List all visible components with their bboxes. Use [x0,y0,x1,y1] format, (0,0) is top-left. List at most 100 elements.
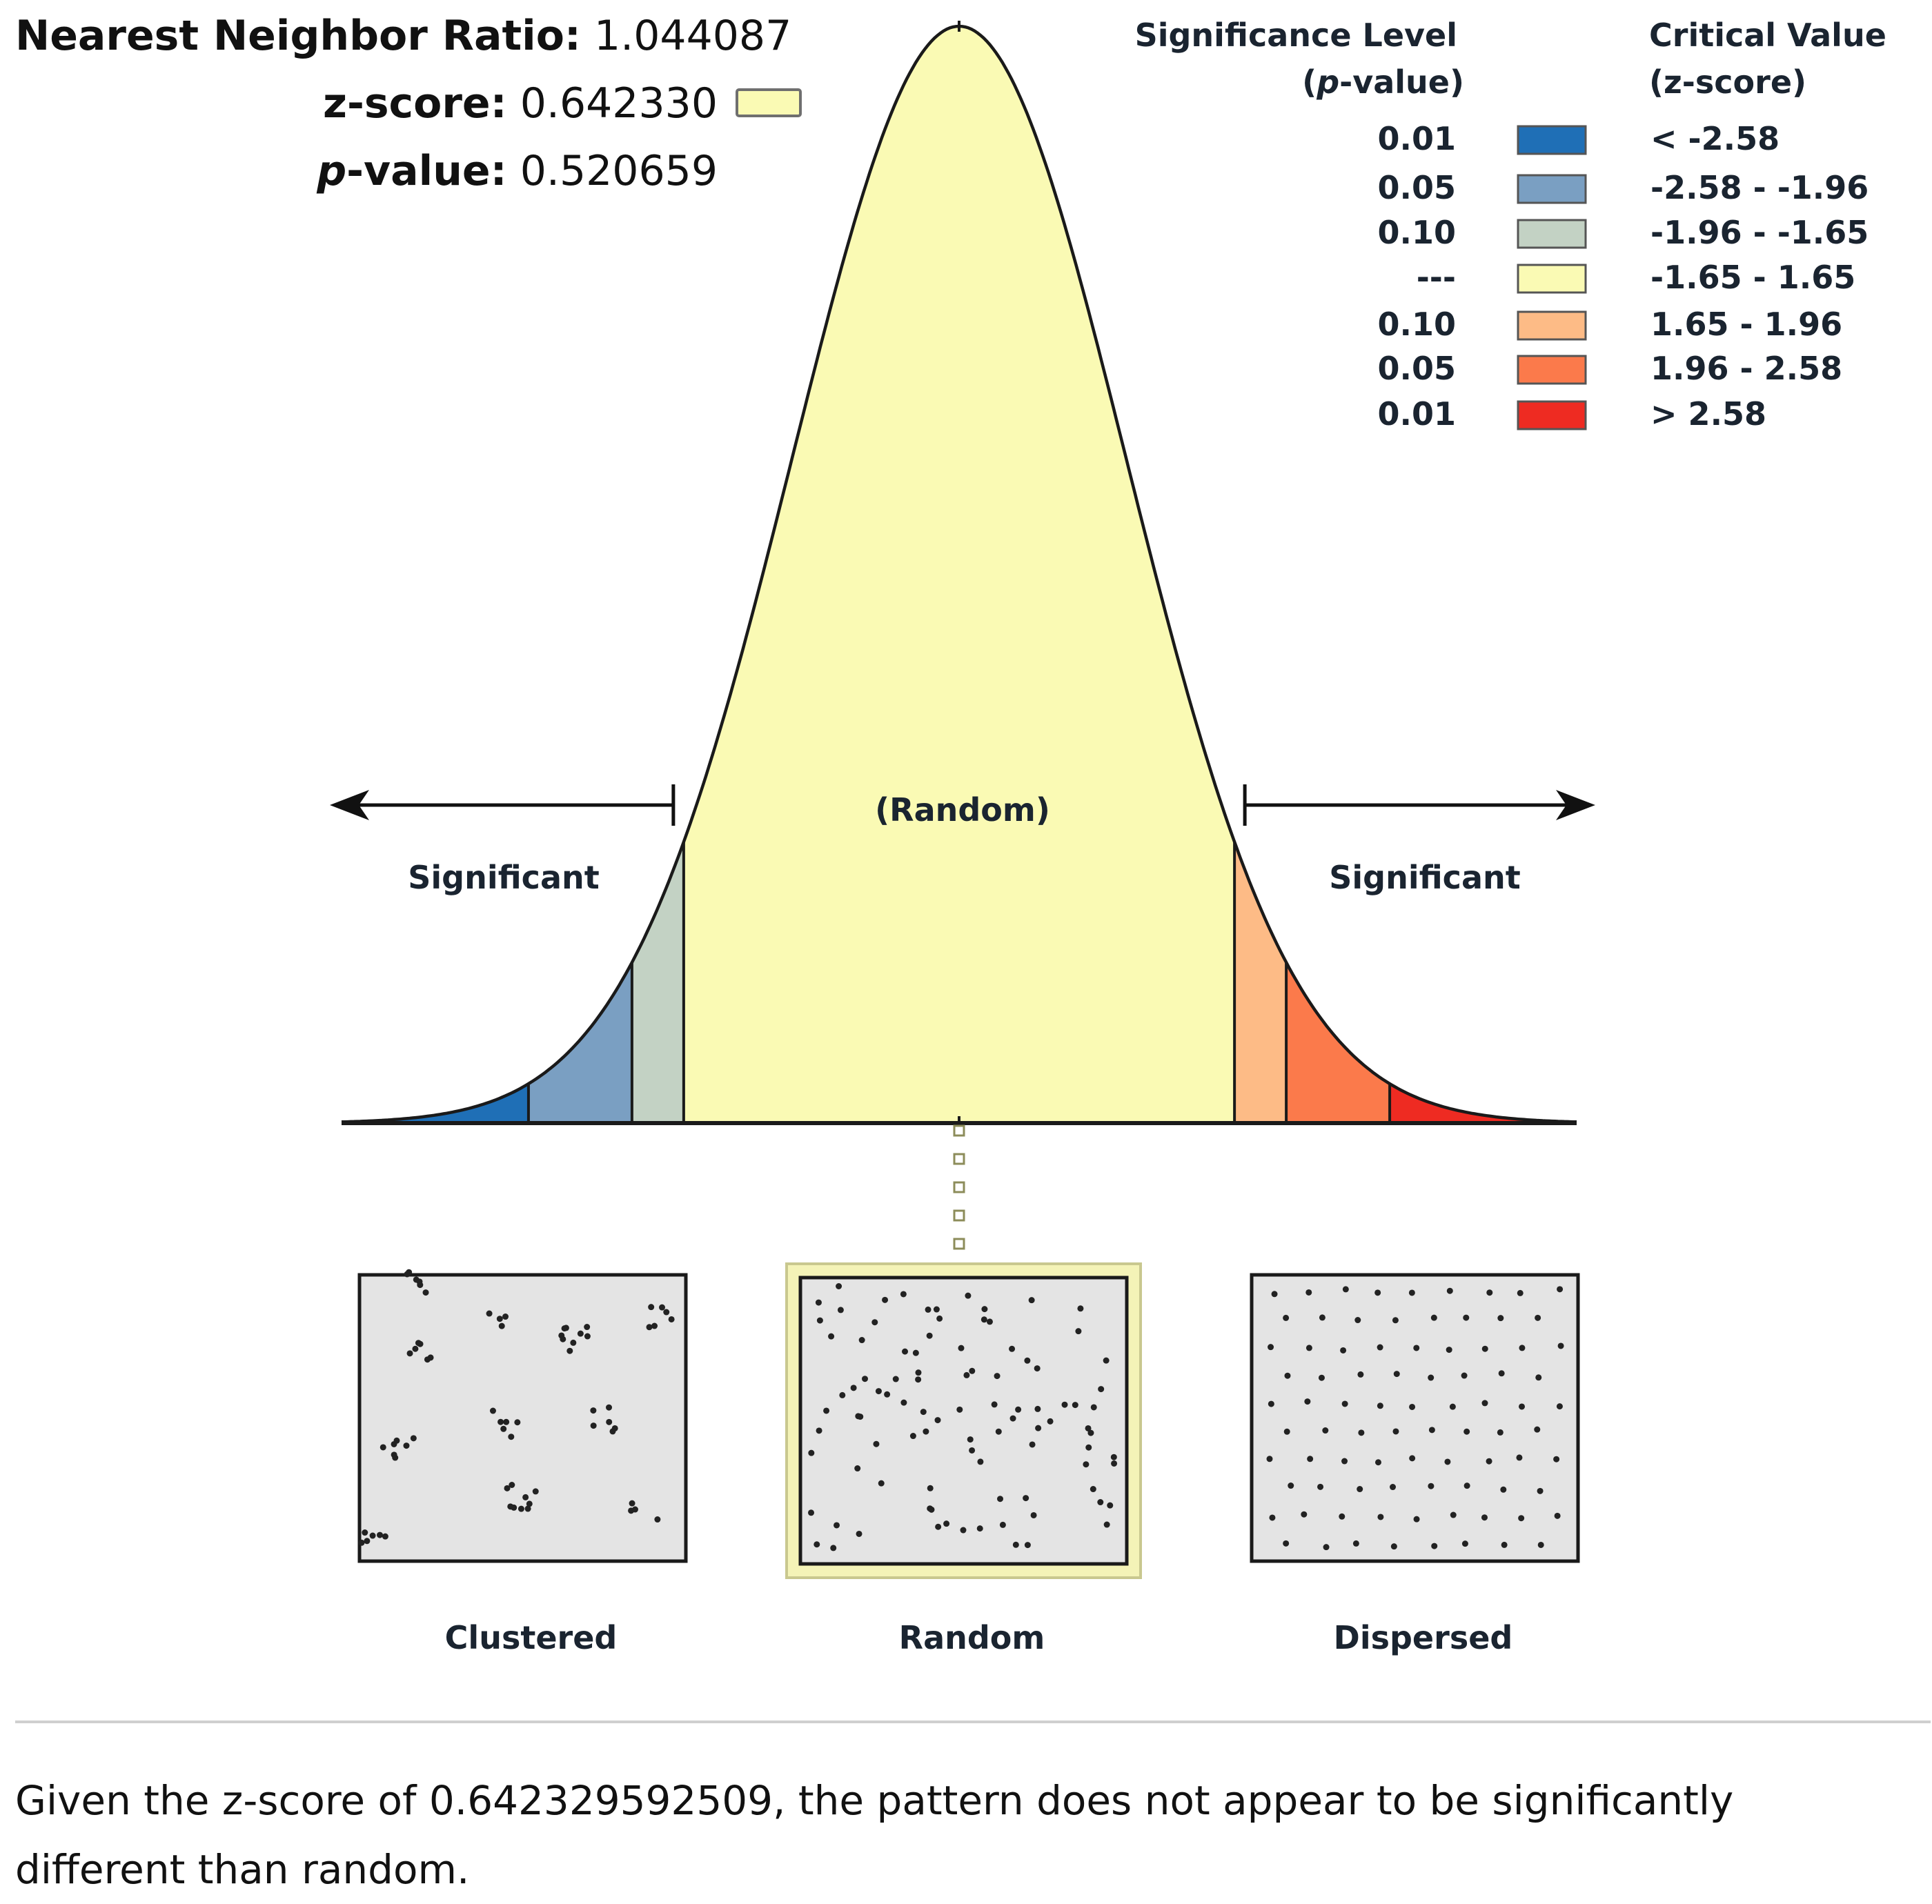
dispersed-point [1339,1513,1346,1520]
legend-pvalue-4: 0.10 [1378,306,1457,343]
cluster-point [404,1271,411,1278]
left-arrowhead [330,790,369,820]
cluster-point [364,1538,371,1545]
legend-pvalue-0: 0.01 [1378,120,1457,157]
cluster-point [496,1316,503,1322]
cluster-point [497,1418,504,1425]
section-divider [15,1720,1931,1723]
random-point [969,1447,976,1454]
random-point [960,1527,967,1534]
z-score-value: 0.642330 [520,79,718,128]
legend-swatch-2 [1517,219,1587,249]
pattern-label-dispersed: Dispersed [1334,1619,1513,1656]
dispersed-point [1341,1458,1348,1465]
dispersed-point [1322,1427,1329,1434]
right-significant-label: Significant [1329,859,1520,896]
random-point [858,1337,865,1344]
connector-dot [953,1238,965,1250]
random-point [915,1369,922,1376]
random-point [1107,1502,1114,1509]
dispersed-point [1500,1486,1507,1493]
random-point [808,1449,815,1456]
random-point [963,1371,970,1378]
random-point [958,1345,965,1351]
cluster-point [500,1425,507,1432]
connector-dot [953,1124,965,1137]
dispersed-point [1557,1342,1564,1349]
result-explanation: Given the z-score of 0.642329592509, the… [15,1777,1734,1893]
random-point [808,1509,815,1516]
dispersed-point [1446,1287,1453,1294]
dispersed-point [1409,1403,1416,1410]
dispersed-point [1283,1540,1290,1547]
random-point [1085,1425,1092,1431]
random-point [965,1292,972,1299]
dispersed-point [1340,1347,1347,1353]
random-point [1072,1402,1078,1409]
dispersed-point [1301,1511,1308,1518]
dispersed-point [1354,1317,1361,1324]
random-point [884,1391,891,1398]
dispersed-point [1390,1543,1397,1550]
legend-critical-4: 1.65 - 1.96 [1650,306,1842,343]
random-region-label: (Random) [875,791,1050,829]
random-point [1083,1461,1090,1468]
cluster-point [590,1422,597,1429]
random-point [935,1523,942,1530]
random-point [1087,1429,1094,1436]
cluster-point [503,1418,510,1425]
legend-pvalue-6: 0.01 [1378,395,1457,433]
random-point [976,1525,983,1532]
dispersed-point [1519,1345,1526,1351]
random-point [836,1283,842,1290]
random-point [900,1399,907,1406]
dispersed-point [1446,1347,1452,1353]
random-point [1098,1386,1105,1393]
cluster-point [498,1322,505,1329]
random-point [1024,1357,1031,1364]
random-point [995,1428,1002,1435]
dispersed-point [1449,1403,1456,1410]
z-score-label: z-score: [323,79,507,128]
dispersed-point [1319,1314,1325,1321]
pattern-panel-random [798,1276,1129,1566]
legend-pvalue-2: 0.10 [1378,214,1457,251]
random-point [943,1520,950,1527]
dispersed-point [1284,1372,1291,1379]
dispersed-point [1266,1456,1273,1462]
legend-critical-3: -1.65 - 1.65 [1650,259,1855,296]
legend-critical-6: > 2.58 [1650,395,1766,433]
p-value-label: p-value: [317,147,507,195]
random-point [991,1401,998,1408]
random-point [912,1349,919,1356]
random-point [1030,1511,1037,1518]
legend-swatch-4 [1517,310,1587,341]
cluster-point [369,1532,376,1539]
random-point [1090,1404,1097,1411]
dispersed-point [1463,1428,1470,1435]
dispersed-point [1304,1398,1311,1405]
legend-critical-2: -1.96 - -1.65 [1650,214,1869,251]
random-point [1085,1444,1092,1451]
random-point [902,1348,909,1355]
random-point [823,1407,830,1414]
normal-distribution-chart: Significance Level (p-value) Critical Valu… [330,17,1886,1656]
legend-pvalue-3: --- [1417,259,1456,296]
cluster-point [410,1435,417,1442]
random-point [997,1496,1004,1503]
dispersed-point [1428,1427,1435,1434]
cluster-point [651,1322,658,1329]
dispersed-point [1517,1289,1524,1296]
legend-swatch-0 [1517,125,1587,155]
random-point [933,1306,940,1313]
cluster-point [606,1404,613,1411]
cluster-point [382,1533,388,1540]
distribution-bin-1 [528,962,632,1123]
random-point [981,1306,988,1313]
dispersed-point [1390,1484,1397,1491]
cluster-point [362,1529,368,1536]
random-point [923,1428,929,1435]
random-point [816,1317,823,1324]
dispersed-point [1461,1372,1468,1379]
legend-critical-1: -2.58 - -1.96 [1650,169,1869,206]
